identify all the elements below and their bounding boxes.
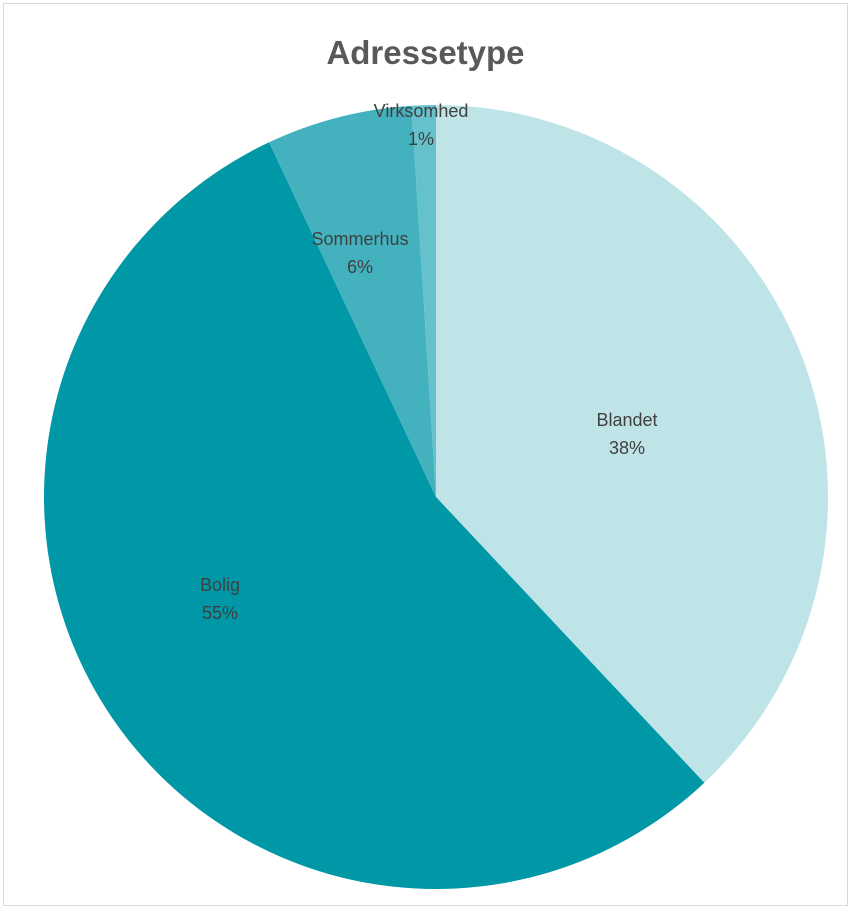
data-label-bolig: Bolig 55%	[200, 575, 240, 623]
data-label-blandet: Blandet 38%	[596, 410, 657, 458]
pie-slice-blandet	[436, 105, 829, 783]
data-label-virksomhed: Virksomhed 1%	[374, 101, 469, 149]
pie-slices	[44, 105, 829, 889]
data-label-percent: 38%	[609, 438, 645, 458]
chart-title: Adressetype	[326, 34, 525, 71]
data-label-name: Sommerhus	[311, 229, 408, 249]
data-label-sommerhus: Sommerhus 6%	[311, 229, 408, 277]
pie-slice-virksomhed	[411, 105, 436, 497]
data-label-percent: 1%	[408, 129, 434, 149]
pie-slice-bolig	[44, 142, 705, 889]
pie-labels: Blandet 38% Bolig 55% Sommerhus 6% Virksomhed 1…	[200, 101, 658, 623]
data-label-name: Virksomhed	[374, 101, 469, 121]
data-label-name: Bolig	[200, 575, 240, 595]
data-label-name: Blandet	[596, 410, 657, 430]
pie-slice-sommerhus	[269, 105, 436, 498]
data-label-percent: 55%	[202, 603, 238, 623]
data-label-percent: 6%	[347, 257, 373, 277]
